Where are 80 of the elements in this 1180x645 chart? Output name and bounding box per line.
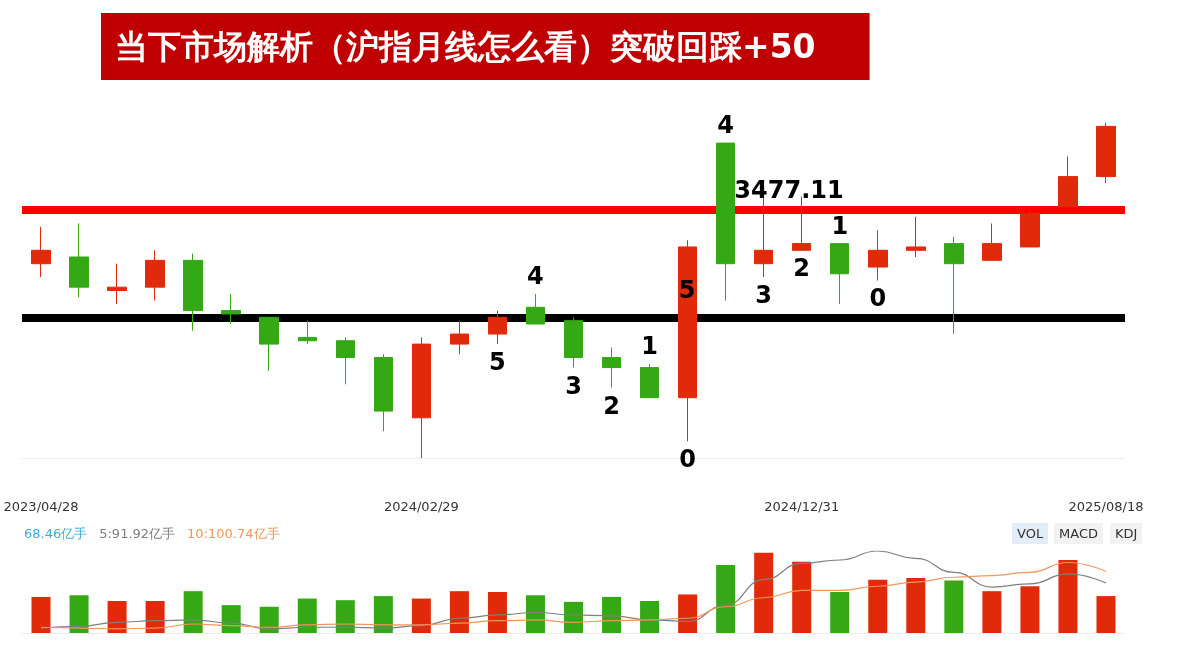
bar	[1020, 586, 1040, 633]
bar	[411, 598, 431, 633]
candlestick	[298, 320, 317, 345]
annotation: 3477.11	[734, 176, 844, 204]
bar	[716, 564, 736, 633]
chart-title: 当下市场解析（沪指月线怎么看）突破回踩+50	[115, 27, 816, 66]
candlestick	[944, 236, 964, 335]
text: 68.46亿手	[24, 525, 88, 543]
candlestick	[336, 336, 355, 385]
bar	[754, 552, 774, 633]
candlestick	[450, 320, 469, 355]
x-tick-label: 2023/04/28	[3, 499, 79, 514]
candlestick	[678, 239, 697, 442]
bar	[373, 596, 393, 633]
text: 5	[678, 276, 696, 304]
candlestick	[69, 223, 89, 298]
bar	[1096, 596, 1116, 633]
candlestick	[107, 263, 127, 305]
x-tick-label: 2024/02/29	[383, 499, 459, 514]
bar	[944, 580, 964, 633]
candlestick	[602, 346, 621, 389]
candlestick	[906, 216, 926, 258]
bar	[640, 601, 660, 633]
candlestick	[31, 226, 51, 278]
bar	[449, 591, 469, 633]
candlestick	[183, 253, 203, 332]
candlestick	[830, 243, 849, 305]
candlestick	[412, 336, 431, 459]
bar	[830, 592, 850, 633]
candlestick	[640, 363, 659, 399]
text: KDJ	[1110, 523, 1143, 544]
text: 2	[603, 391, 620, 420]
candlestick	[982, 223, 1002, 261]
bar	[297, 598, 317, 633]
candlestick	[1058, 156, 1078, 208]
bar	[982, 591, 1002, 633]
text: 1	[831, 211, 849, 240]
bar	[906, 578, 926, 633]
bar	[107, 601, 127, 633]
candlestick	[868, 229, 888, 281]
candlestick	[1020, 209, 1040, 248]
text: 4	[527, 261, 544, 290]
candlestick	[221, 293, 241, 325]
bar	[221, 605, 241, 633]
bar	[678, 594, 698, 633]
bar	[69, 595, 89, 633]
text: 4	[717, 111, 734, 140]
candlestick	[374, 353, 393, 432]
bar	[487, 592, 507, 633]
x-tick-label: 2025/08/18	[1068, 499, 1144, 514]
candlestick	[526, 293, 545, 325]
text: MACD	[1054, 523, 1103, 544]
annotation: 5	[489, 348, 506, 377]
candlestick	[564, 316, 583, 369]
text: 0	[869, 284, 887, 313]
text: VOL	[1012, 523, 1049, 544]
text: 3	[565, 371, 582, 400]
candlestick	[1096, 122, 1116, 184]
bar	[1058, 560, 1078, 633]
bar	[31, 596, 51, 633]
bar	[183, 591, 203, 633]
bar	[602, 596, 622, 633]
candlestick	[716, 142, 735, 302]
text: 10:100.74亿手	[187, 525, 280, 543]
x-tick-label: 2024/12/31	[764, 499, 840, 514]
bar	[792, 561, 812, 633]
candlestick	[754, 196, 773, 278]
bar	[868, 579, 888, 633]
candlestick	[145, 249, 165, 302]
bar	[525, 595, 545, 633]
text: 2	[793, 254, 811, 283]
bar	[335, 600, 355, 633]
candlestick	[792, 196, 811, 251]
text: 3	[755, 281, 773, 310]
candlestick	[259, 316, 279, 372]
text: 5:91.92亿手	[99, 525, 176, 543]
candlestick	[488, 310, 507, 345]
text: 0	[679, 445, 696, 474]
bar	[145, 601, 165, 633]
text: 1	[641, 332, 658, 361]
